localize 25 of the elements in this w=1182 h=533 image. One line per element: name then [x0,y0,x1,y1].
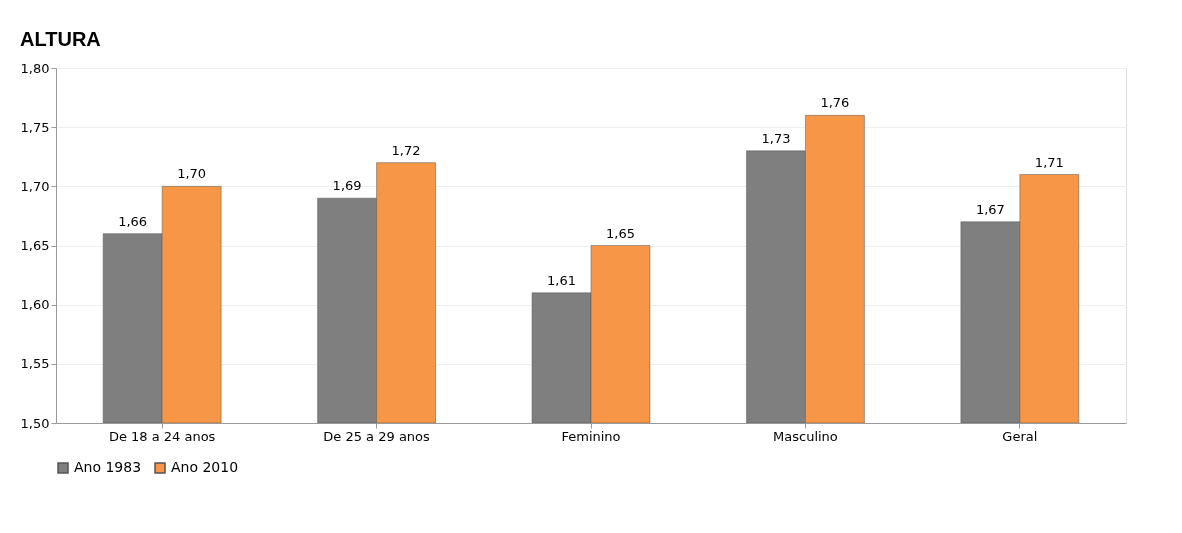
data-label: 1,70 [177,166,207,182]
y-tick-label: 1,65 [20,238,50,253]
x-tick-label: Geral [1002,428,1038,444]
x-tick-label: De 25 a 29 anos [323,428,431,444]
data-label: 1,71 [1034,154,1064,170]
y-tick-label: 1,80 [20,60,50,76]
y-tick-label: 1,60 [20,297,50,313]
x-tick-label: Masculino [773,428,838,444]
data-label: 1,66 [118,213,148,229]
y-tick-label: 1,50 [20,415,50,431]
x-tick-label: Feminino [561,428,621,444]
legend-label: Ano 1983 [74,459,142,475]
y-tick-label: 1,70 [20,178,50,194]
data-label: 1,67 [975,201,1005,217]
data-label: 1,65 [606,225,635,241]
x-tick-label: De 18 a 24 anos [108,428,216,444]
data-label: 1,73 [761,130,791,146]
data-label: 1,76 [820,95,850,111]
chart-title: ALTURA [20,28,101,50]
y-tick-label: 1,75 [20,119,50,135]
data-label: 1,61 [547,272,576,288]
legend-label: Ano 2010 [171,459,239,475]
data-label: 1,69 [332,178,362,194]
y-tick-label: 1,55 [20,356,50,372]
data-label: 1,72 [391,142,421,158]
